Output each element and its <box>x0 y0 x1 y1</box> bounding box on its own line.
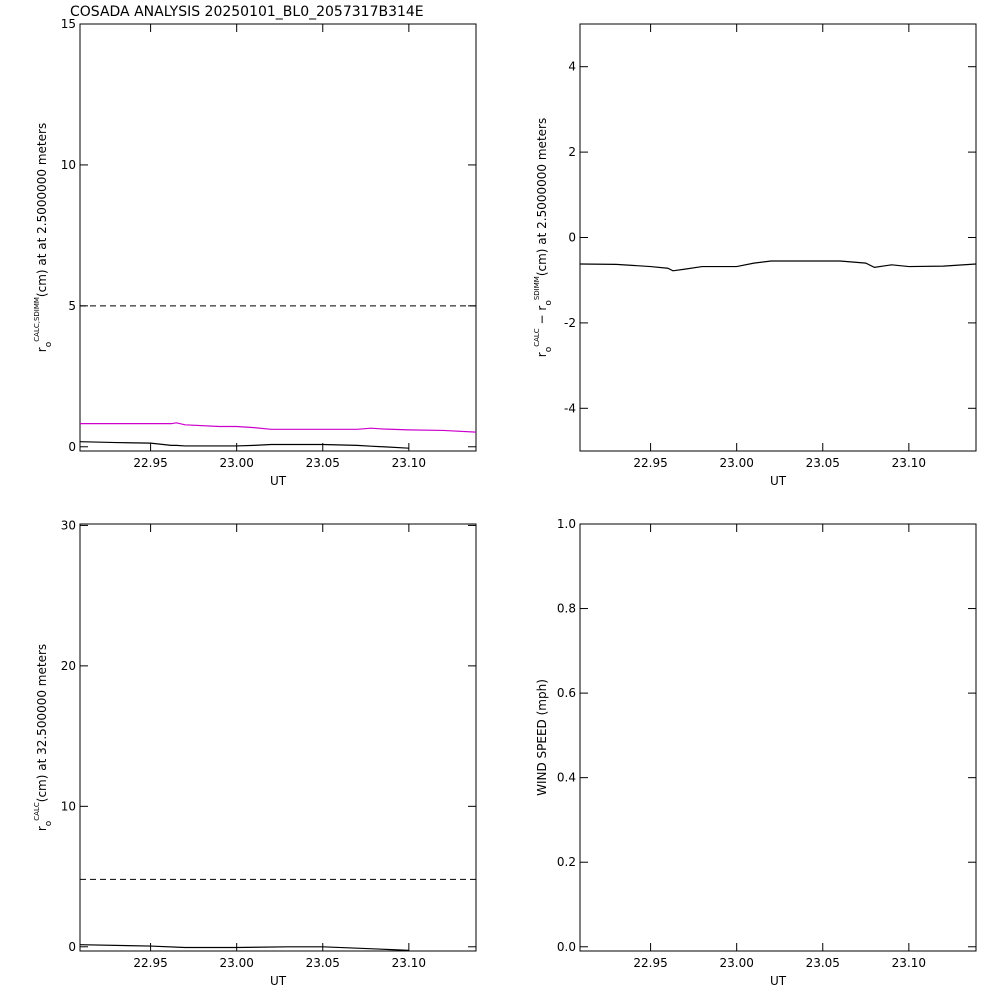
x-tick-label: 23.05 <box>306 956 340 970</box>
y-label-part: r <box>535 352 549 357</box>
y-label-part: o <box>44 820 54 826</box>
y-tick-label: 0.0 <box>557 940 576 954</box>
y-tick-label: 30 <box>61 518 76 532</box>
x-tick-label: 23.05 <box>806 956 840 970</box>
y-label-part: r <box>35 826 49 831</box>
y-tick-label: 15 <box>61 17 76 31</box>
y-tick-label: -2 <box>564 316 576 330</box>
data-line <box>579 260 977 272</box>
x-axis-label: UT <box>270 474 287 488</box>
x-tick-label: 22.95 <box>633 956 667 970</box>
data-line <box>79 944 409 951</box>
y-tick-label: -4 <box>564 401 576 415</box>
y-tick-label: 0.8 <box>557 602 576 616</box>
x-axis-label: UT <box>770 974 787 988</box>
y-label-part: CALC,SDIMM <box>33 297 41 342</box>
y-label-part: SDIMM <box>533 276 541 300</box>
y-tick-label: 2 <box>568 145 576 159</box>
y-axis-label: roCALC − roSDIMM(cm) at 2.5000000 meters <box>533 118 554 357</box>
y-label-part: CALC <box>33 802 41 821</box>
y-label-part: WIND SPEED (mph) <box>535 679 549 796</box>
plot-frame <box>579 23 977 452</box>
x-tick-label: 22.95 <box>133 956 167 970</box>
y-tick-label: 0.2 <box>557 855 576 869</box>
y-tick-label: 20 <box>61 659 76 673</box>
x-tick-label: 23.00 <box>719 956 753 970</box>
x-tick-label: 23.00 <box>219 956 253 970</box>
chart-title: COSADA ANALYSIS 20250101_BL0_2057317B314… <box>70 4 424 20</box>
plot-frame <box>79 23 477 452</box>
y-tick-label: 0 <box>68 440 76 454</box>
y-tick-label: 0.4 <box>557 771 576 785</box>
x-tick-label: 23.05 <box>806 456 840 470</box>
y-label-part: (cm) at 32.500000 meters <box>35 644 49 802</box>
y-tick-label: 1.0 <box>557 517 576 531</box>
y-label-part: o <box>544 346 554 352</box>
x-axis-label: UT <box>770 474 787 488</box>
y-label-part: (cm) at 2.5000000 meters <box>535 118 549 276</box>
y-label-part: r <box>35 347 49 352</box>
y-axis-label: roCALC(cm) at 32.500000 meters <box>33 644 54 831</box>
y-tick-label: 0 <box>568 231 576 245</box>
x-tick-label: 23.00 <box>219 456 253 470</box>
y-tick-label: 5 <box>68 299 76 313</box>
x-tick-label: 23.10 <box>892 456 926 470</box>
y-tick-label: 10 <box>61 799 76 813</box>
y-tick-label: 4 <box>568 60 576 74</box>
y-tick-label: 0 <box>68 940 76 954</box>
y-label-part: (cm) at at 2.5000000 meters <box>35 123 49 297</box>
y-axis-label: WIND SPEED (mph) <box>535 679 549 796</box>
plot-frame <box>79 523 477 952</box>
x-tick-label: 22.95 <box>133 456 167 470</box>
data-line <box>79 441 409 449</box>
y-label-part: CALC <box>533 328 541 347</box>
y-tick-label: 0.6 <box>557 686 576 700</box>
x-tick-label: 23.00 <box>719 456 753 470</box>
y-label-part: o <box>44 341 54 347</box>
y-tick-label: 10 <box>61 158 76 172</box>
x-tick-label: 23.10 <box>392 456 426 470</box>
y-label-part: o <box>544 300 554 306</box>
data-line <box>80 422 477 433</box>
y-axis-label: roCALC,SDIMM(cm) at at 2.5000000 meters <box>33 123 54 352</box>
x-tick-label: 23.05 <box>306 456 340 470</box>
x-tick-label: 23.10 <box>892 956 926 970</box>
x-axis-label: UT <box>270 974 287 988</box>
y-label-part: − r <box>535 306 549 329</box>
x-tick-label: 22.95 <box>633 456 667 470</box>
plot-frame <box>579 523 977 952</box>
x-tick-label: 23.10 <box>392 956 426 970</box>
